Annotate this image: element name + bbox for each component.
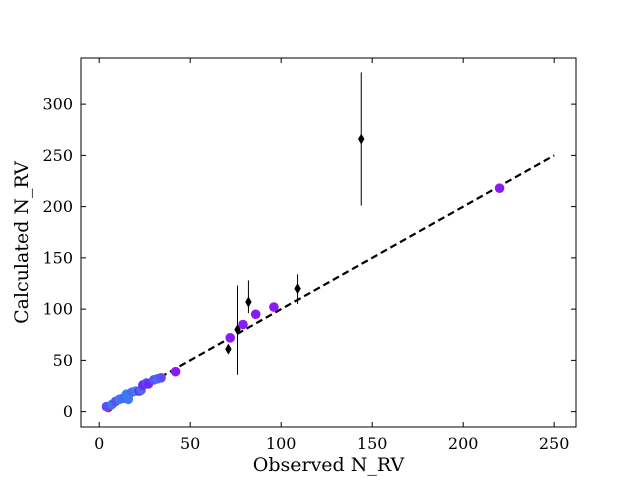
- y-tick-label: 50: [53, 351, 73, 370]
- y-tick-label: 100: [42, 300, 73, 319]
- data-point: [269, 302, 279, 312]
- x-tick-label: 150: [357, 434, 388, 453]
- data-point-diamond: [234, 324, 241, 336]
- x-tick-label: 200: [448, 434, 479, 453]
- y-tick-label: 150: [42, 248, 73, 267]
- y-axis-label: Calculated N_RV: [11, 161, 33, 324]
- chart-marks: [101, 72, 555, 413]
- x-axis-label: Observed N_RV: [253, 454, 405, 476]
- reference-line: [102, 154, 555, 411]
- data-point: [170, 366, 181, 377]
- y-tick-label: 300: [42, 95, 73, 114]
- plot-frame: [80, 57, 577, 428]
- data-point: [156, 373, 166, 383]
- x-tick-label: 100: [266, 434, 297, 453]
- data-point: [494, 183, 505, 193]
- y-tick-label: 250: [42, 146, 73, 165]
- axis-ticks: 0 50 100 150 200 250 0 50 100 150 200 250 300: [42, 58, 576, 453]
- y-tick-label: 0: [63, 402, 73, 421]
- y-tick-label: 200: [42, 197, 73, 216]
- data-point: [250, 309, 261, 320]
- data-point: [225, 333, 236, 343]
- data-point: [238, 319, 248, 330]
- x-tick-label: 50: [180, 434, 200, 453]
- x-tick-label: 0: [94, 434, 104, 453]
- data-point-diamond: [245, 296, 252, 308]
- data-point-diamond: [358, 133, 365, 145]
- data-point-diamond: [225, 343, 232, 355]
- data-point-diamond: [294, 283, 301, 295]
- x-tick-label: 250: [539, 434, 570, 453]
- data-point: [123, 394, 134, 405]
